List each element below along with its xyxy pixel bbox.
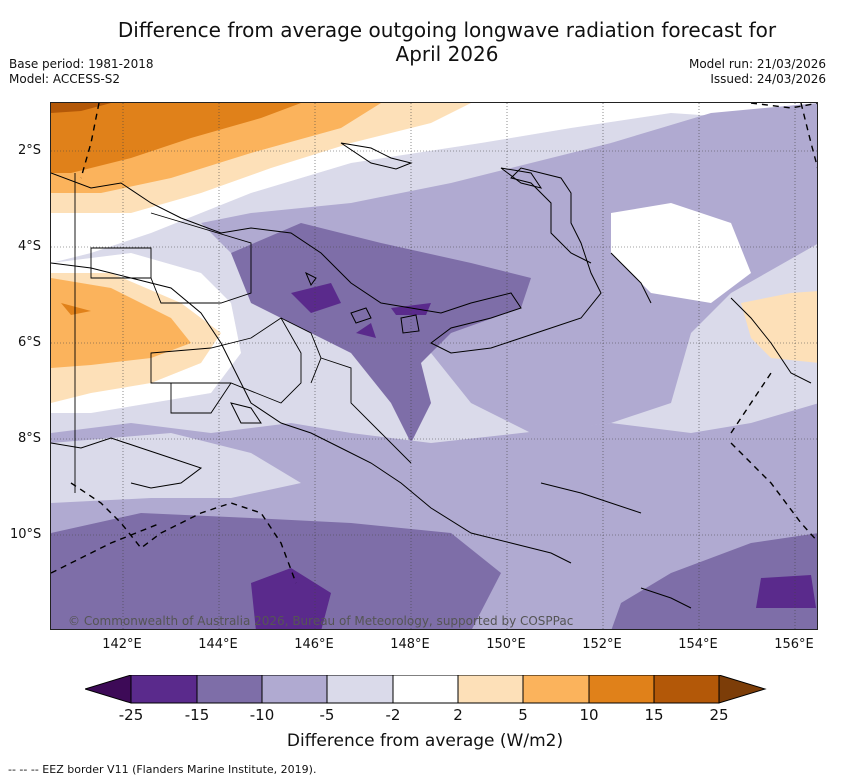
anomaly-negative-central	[201, 103, 817, 433]
colorbar-tick: -2	[385, 706, 401, 724]
colorbar-tick: 2	[453, 706, 463, 724]
anomaly-negative-central-strong	[231, 223, 531, 443]
colorbar-extend-high	[718, 675, 767, 704]
issued-date: Issued: 24/03/2026	[710, 72, 826, 86]
lat-label-4s: 4°S	[18, 239, 42, 254]
colorbar-tick: 10	[579, 706, 599, 724]
graticule	[51, 103, 817, 629]
anomaly-negative-core-1	[291, 283, 341, 313]
lon-label-150e: 150°E	[486, 637, 526, 652]
anomaly-negative-south-strong	[51, 513, 501, 629]
lon-label-152e: 152°E	[582, 637, 622, 652]
colorbar	[85, 675, 767, 704]
anomaly-neutral-east	[611, 203, 751, 303]
eez-borders	[51, 103, 817, 584]
title-line-2: April 2026	[395, 42, 499, 66]
anomaly-positive-west-mid	[51, 278, 191, 368]
lat-label-8s: 8°S	[18, 431, 42, 446]
eez-legend-note: -- -- -- EEZ border V11 (Flanders Marine…	[8, 763, 317, 776]
anomaly-negative-core-2	[391, 303, 431, 315]
colorbar-segment-neg25-neg15	[130, 675, 198, 704]
lat-label-10s: 10°S	[10, 527, 42, 542]
anomaly-negative-core-se	[756, 575, 816, 608]
borders	[74, 173, 412, 493]
anomaly-weak-sw	[51, 433, 301, 503]
map-panel: © Commonwealth of Australia 2026, Bureau…	[50, 102, 818, 630]
anomaly-positive-nw-max	[51, 103, 111, 113]
anomaly-negative-ne	[611, 103, 817, 183]
map-title: Difference from average outgoing longwav…	[0, 18, 850, 66]
lon-label-142e: 142°E	[102, 637, 142, 652]
model-run: Model run: 21/03/2026	[688, 57, 826, 71]
base-period: Base period: 1981-2018	[9, 57, 154, 71]
colorbar-segment-10-15	[588, 675, 655, 704]
colorbar-tick: -25	[118, 706, 144, 724]
colorbar-tick: -5	[319, 706, 335, 724]
anomaly-positive-nw-strong	[51, 103, 301, 173]
lat-label-6s: 6°S	[18, 335, 42, 350]
colorbar-tick: -10	[249, 706, 275, 724]
colorbar-tick: 25	[709, 706, 729, 724]
colorbar-segment-2-5	[457, 675, 524, 704]
lon-label-144e: 144°E	[198, 637, 238, 652]
anomaly-positive-west-strong	[61, 303, 91, 315]
colorbar-segment-neg15-neg10	[196, 675, 263, 704]
lon-label-146e: 146°E	[294, 637, 334, 652]
meta-left: Base period: 1981-2018 Model: ACCESS-S2	[9, 57, 154, 87]
colorbar-tick: 15	[644, 706, 664, 724]
colorbar-segment-neg10-neg5	[261, 675, 328, 704]
coastlines	[51, 142, 812, 609]
colorbar-tick: 5	[518, 706, 528, 724]
anomaly-negative-core-3	[356, 323, 376, 338]
colorbar-tick: -15	[184, 706, 210, 724]
meta-right: Model run: 21/03/2026 Issued: 24/03/2026	[689, 57, 826, 87]
model-name: Model: ACCESS-S2	[9, 72, 121, 86]
lat-label-2s: 2°S	[18, 143, 42, 158]
lon-label-148e: 148°E	[390, 637, 430, 652]
anomaly-positive-east	[741, 291, 817, 363]
colorbar-label: Difference from average (W/m2)	[286, 731, 564, 751]
colorbar-segment-5-10	[522, 675, 590, 704]
lon-label-156e: 156°E	[774, 637, 814, 652]
copyright-notice: © Commonwealth of Australia 2026, Bureau…	[68, 614, 574, 628]
colorbar-segment-15-25	[653, 675, 720, 704]
colorbar-extend-low	[85, 675, 132, 704]
anomaly-negative-core-south	[251, 568, 331, 629]
lon-label-154e: 154°E	[678, 637, 718, 652]
colorbar-segment-neg2-2	[392, 675, 459, 704]
map-svg	[51, 103, 817, 629]
title-line-1: Difference from average outgoing longwav…	[117, 18, 777, 42]
colorbar-segment-neg5-neg2	[326, 675, 394, 704]
